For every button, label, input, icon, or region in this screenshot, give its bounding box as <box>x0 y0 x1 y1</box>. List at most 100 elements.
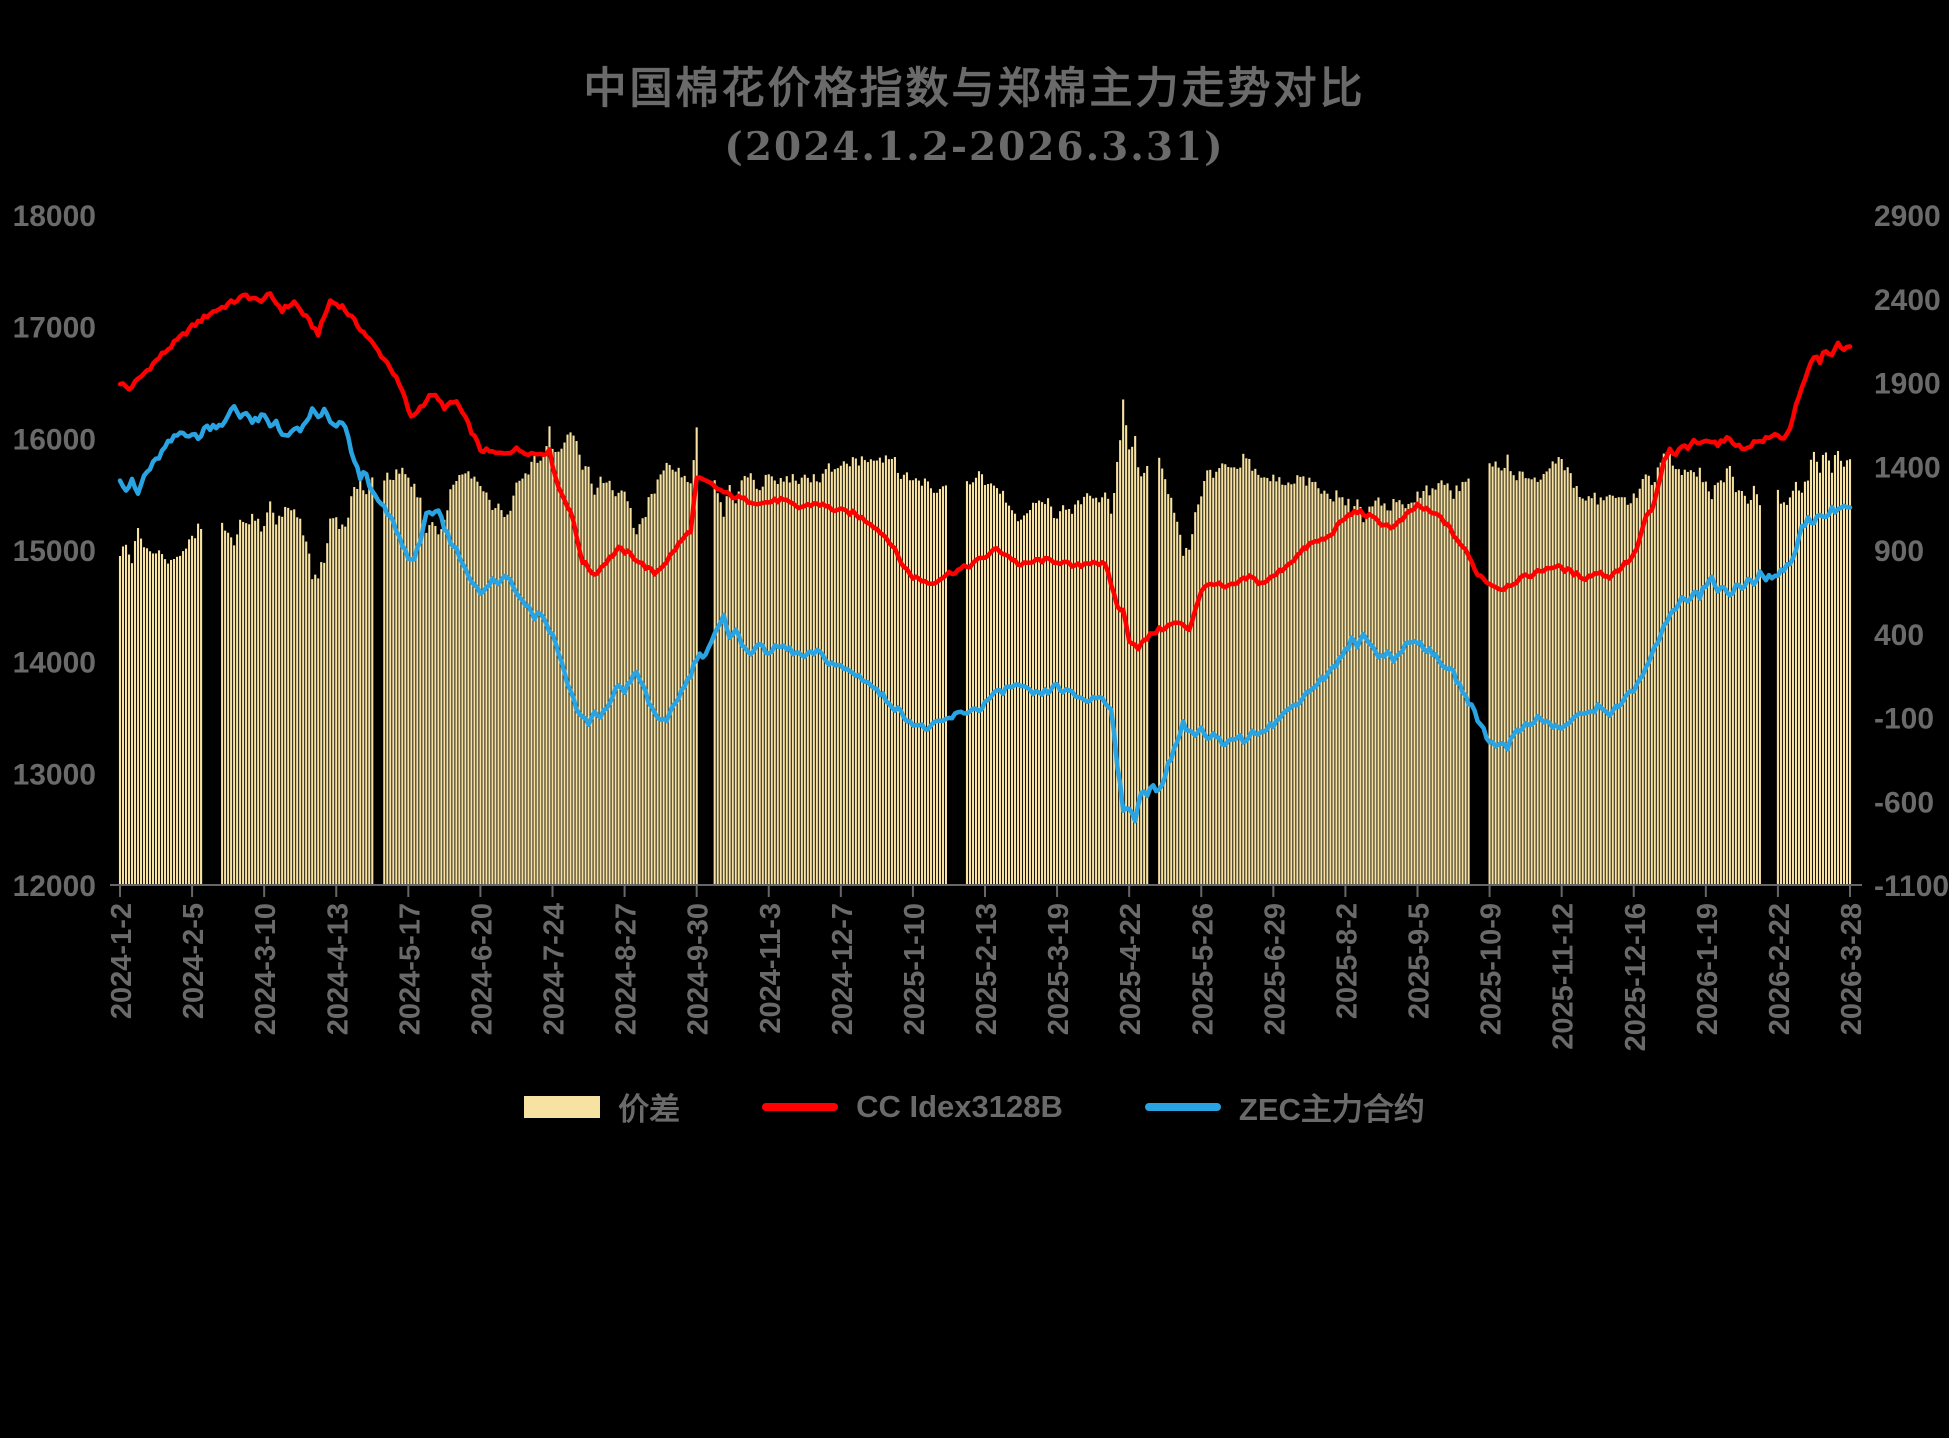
spread-bar <box>1311 482 1314 884</box>
x-axis-label: 2024-5-17 <box>394 903 426 1035</box>
spread-bar <box>1434 489 1437 884</box>
spread-bar <box>1560 459 1563 884</box>
cc-index-line-swatch <box>762 1102 839 1111</box>
spread-bar <box>1428 495 1431 884</box>
spread-bar <box>788 482 791 884</box>
spread-bar <box>1251 470 1254 884</box>
spread-bar <box>1053 518 1056 884</box>
spread-bar <box>293 509 296 884</box>
spread-bar <box>785 476 788 884</box>
spread-bar <box>1557 457 1560 884</box>
x-axis-label: 2024-3-10 <box>250 903 282 1035</box>
spread-bar <box>512 495 515 884</box>
spread-bar <box>1314 481 1317 884</box>
spread-bar <box>371 477 374 884</box>
spread-bar <box>130 563 134 884</box>
legend-label-zec: ZEC主力合约 <box>1238 1092 1425 1127</box>
spread-bar <box>896 472 899 884</box>
spread-bar <box>1848 459 1852 884</box>
zec-line <box>117 403 1853 824</box>
x-axis-label: 2025-3-19 <box>1043 903 1075 1035</box>
spread-bar <box>1464 481 1467 884</box>
spread-bar <box>1590 498 1593 884</box>
y-axis-right-label: 1900 <box>1874 368 1941 401</box>
spread-bar <box>578 454 581 884</box>
spread-bar <box>482 491 485 884</box>
spread-bar <box>1605 496 1608 884</box>
spread-bar <box>1422 491 1425 884</box>
spread-bar <box>1809 459 1812 884</box>
spread-bar <box>800 477 803 884</box>
spread-bar <box>590 483 593 884</box>
spread-bar <box>1170 497 1173 884</box>
spread-bar <box>425 532 428 884</box>
spread-bar <box>1023 515 1026 884</box>
spread-bar <box>713 480 716 884</box>
spread-bar <box>191 535 194 884</box>
spread-bar <box>893 457 896 884</box>
chart-subtitle: (2024.1.2-2026.3.31) <box>724 124 1225 170</box>
spread-bar <box>677 467 680 884</box>
spread-bar <box>1503 467 1506 884</box>
spread-bar <box>124 544 128 884</box>
spread-bar <box>1563 470 1566 884</box>
spread-bar <box>542 456 545 884</box>
spread-bar <box>1587 496 1590 884</box>
spread-bar <box>1179 534 1182 884</box>
spread-bar <box>449 489 452 884</box>
spread-bar <box>1683 469 1686 884</box>
spread-bar <box>133 541 137 884</box>
spread-bar <box>1635 497 1638 884</box>
spread-bar <box>1224 464 1227 884</box>
y-axis-right-label: 2900 <box>1874 200 1941 233</box>
y-axis-left-label: 12000 <box>13 870 96 903</box>
spread-bar <box>1410 502 1413 884</box>
spread-bar <box>863 460 866 884</box>
spread-bar <box>1599 497 1602 884</box>
spread-bar <box>1305 485 1308 884</box>
spread-bar <box>1308 477 1311 884</box>
spread-bar <box>1013 513 1017 884</box>
spread-bar <box>1812 451 1816 884</box>
spread-bar <box>118 556 122 884</box>
spread-bar <box>1401 504 1404 884</box>
legend-item-zec: ZEC主力合约 <box>1144 1084 1425 1129</box>
spread-bar <box>680 477 683 884</box>
spread-bars <box>118 399 1852 884</box>
x-axis-label: 2025-9-5 <box>1404 903 1436 1019</box>
spread-bar <box>659 474 662 884</box>
spread-bar <box>323 562 326 884</box>
spread-bar <box>1668 451 1671 884</box>
spread-bar <box>1584 500 1587 884</box>
spread-bar <box>914 478 917 884</box>
spread-bar <box>368 479 371 884</box>
spread-bar <box>986 484 990 884</box>
spread-bar <box>839 465 842 884</box>
x-axis-label: 2025-4-22 <box>1115 903 1147 1035</box>
spread-bar <box>257 518 260 884</box>
spread-bar <box>1029 510 1032 884</box>
spread-bar <box>887 459 890 884</box>
spread-bar <box>638 524 641 884</box>
spread-bar <box>593 494 596 884</box>
spread-bar <box>641 518 644 884</box>
spread-bar <box>188 539 191 884</box>
spread-bar <box>506 514 509 884</box>
spread-bar <box>1488 463 1491 884</box>
spread-bar <box>1569 473 1572 884</box>
spread-bar <box>995 488 999 884</box>
spread-bar <box>500 510 503 884</box>
spread-bar <box>1212 477 1215 884</box>
spread-bar <box>674 471 677 884</box>
spread-bar <box>1644 474 1647 884</box>
spread-bar <box>824 469 827 884</box>
spread-bar <box>563 442 566 884</box>
spread-bar <box>233 545 236 884</box>
x-axis-label: 2026-1-19 <box>1692 903 1724 1035</box>
spread-bar <box>575 441 578 884</box>
spread-bar <box>1800 492 1803 884</box>
spread-bar <box>1782 502 1785 884</box>
spread-bar <box>154 553 158 884</box>
spread-bar <box>458 474 461 884</box>
spread-bar <box>1221 463 1224 884</box>
